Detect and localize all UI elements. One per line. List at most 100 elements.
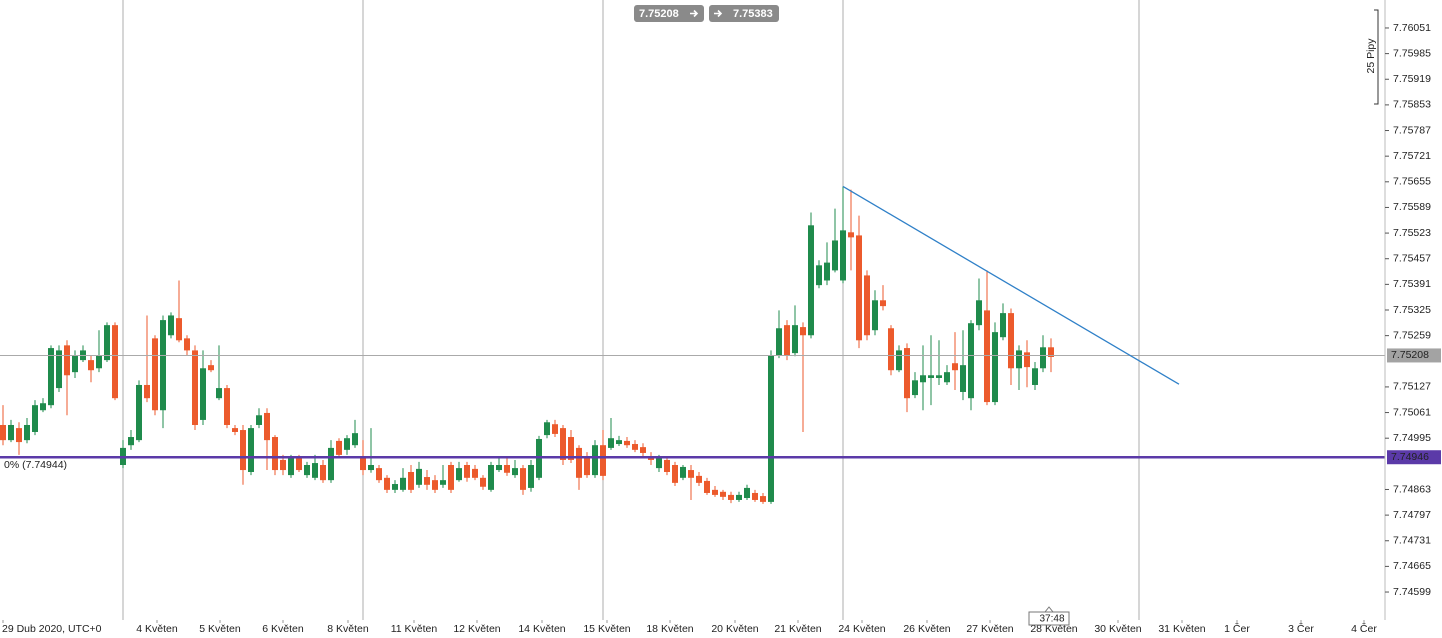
y-tick-label: 7.75787	[1393, 124, 1431, 136]
candle-body	[200, 368, 206, 420]
candle-body	[240, 430, 246, 471]
candle-body	[776, 328, 782, 356]
candle-body	[848, 232, 854, 238]
y-tick-label: 7.75061	[1393, 406, 1431, 418]
candle-body	[792, 325, 798, 354]
arrow-icon	[690, 9, 699, 18]
candle-body	[32, 405, 38, 432]
pips-bracket: 25 Pipy	[1365, 9, 1379, 105]
candle-body	[1024, 352, 1030, 368]
candle-body	[672, 465, 678, 483]
candle-body	[640, 447, 646, 453]
candle-body	[224, 388, 230, 425]
candle-body	[896, 350, 902, 371]
arrow-icon	[714, 9, 723, 18]
x-tick-label: 11 Květen	[391, 623, 438, 635]
candle-body	[656, 458, 662, 469]
candle-body	[1048, 347, 1054, 358]
candle-body	[344, 438, 350, 450]
x-tick-label: 30 Květen	[1094, 623, 1141, 635]
y-tick-label: 7.74599	[1393, 586, 1431, 598]
countdown: 37:48	[1028, 606, 1070, 626]
candle-body	[40, 403, 46, 411]
x-tick-label: 6 Květen	[262, 623, 304, 635]
candle-body	[624, 440, 630, 446]
candle-body	[696, 475, 702, 483]
x-tick-label: 31 Květen	[1158, 623, 1205, 635]
candle-body	[800, 327, 806, 336]
candle-body	[824, 262, 830, 281]
candle-body	[664, 459, 670, 472]
candle-body	[816, 265, 822, 286]
candle-body	[840, 230, 846, 281]
y-tick-label: 7.75985	[1393, 47, 1431, 59]
candle-body	[480, 477, 486, 487]
candle-body	[600, 445, 606, 476]
current-price-label: 7.75208	[1391, 349, 1429, 361]
x-tick-label: 20 Květen	[711, 623, 758, 635]
candle-body	[704, 480, 710, 493]
candle-body	[1032, 368, 1038, 385]
x-tick-label: 15 Květen	[583, 623, 630, 635]
candle-body	[248, 428, 254, 472]
candle-body	[352, 433, 358, 446]
x-tick-label: 4 Květen	[136, 623, 178, 635]
candle-body	[688, 470, 694, 478]
candle-body	[464, 465, 470, 478]
grid	[122, 0, 1140, 620]
candle-body	[56, 350, 62, 389]
candle-body	[1000, 313, 1006, 338]
candle-body	[472, 468, 478, 478]
candle-body	[112, 325, 118, 399]
y-tick-label: 7.75589	[1393, 201, 1431, 213]
y-tick-label: 7.74731	[1393, 535, 1431, 547]
candle-body	[760, 496, 766, 502]
y-tick-label: 7.74665	[1393, 560, 1431, 572]
candle-body	[736, 494, 742, 500]
x-tick-label: 5 Květen	[199, 623, 241, 635]
candle-body	[144, 384, 150, 399]
candle-body	[232, 428, 238, 432]
y-tick-label: 7.75127	[1393, 381, 1431, 393]
candle-body	[872, 300, 878, 331]
candle-body	[128, 437, 134, 446]
candle-body	[416, 468, 422, 485]
candle-body	[608, 438, 614, 448]
candle-body	[744, 487, 750, 499]
candle-body	[64, 345, 70, 376]
candle-body	[680, 466, 686, 478]
x-tick-label: 12 Květen	[453, 623, 500, 635]
candle-body	[496, 465, 502, 471]
y-tick-label: 7.75721	[1393, 150, 1431, 162]
pips-label: 25 Pipy	[1365, 38, 1377, 74]
candle-body	[456, 468, 462, 481]
candle-body	[296, 458, 302, 471]
candle-body	[360, 458, 366, 471]
candle-body	[728, 494, 734, 500]
candle-body	[512, 468, 518, 476]
candle-body	[1016, 350, 1022, 369]
candle-body	[160, 320, 166, 411]
candle-body	[592, 445, 598, 476]
candle-body	[384, 477, 390, 490]
candle-body	[432, 480, 438, 490]
candle-body	[376, 468, 382, 481]
candle-body	[936, 375, 942, 378]
candle-body	[272, 437, 278, 471]
current-price-box	[1387, 348, 1441, 363]
candle-body	[408, 471, 414, 490]
y-tick-label: 7.75523	[1393, 227, 1431, 239]
candle-body	[960, 365, 966, 392]
measure-to: 7.75383	[733, 8, 773, 20]
candle-body	[616, 440, 622, 445]
candle-body	[576, 447, 582, 478]
candle-body	[176, 318, 182, 341]
level-label: 0% (7.74944)	[4, 459, 67, 471]
x-tick-label: 21 Květen	[774, 623, 821, 635]
countdown-text: 37:48	[1039, 614, 1064, 625]
candle-body	[440, 480, 446, 485]
candle-body	[920, 375, 926, 383]
x-tick-label: 8 Květen	[327, 623, 369, 635]
x-tick-label: 27 Květen	[966, 623, 1013, 635]
